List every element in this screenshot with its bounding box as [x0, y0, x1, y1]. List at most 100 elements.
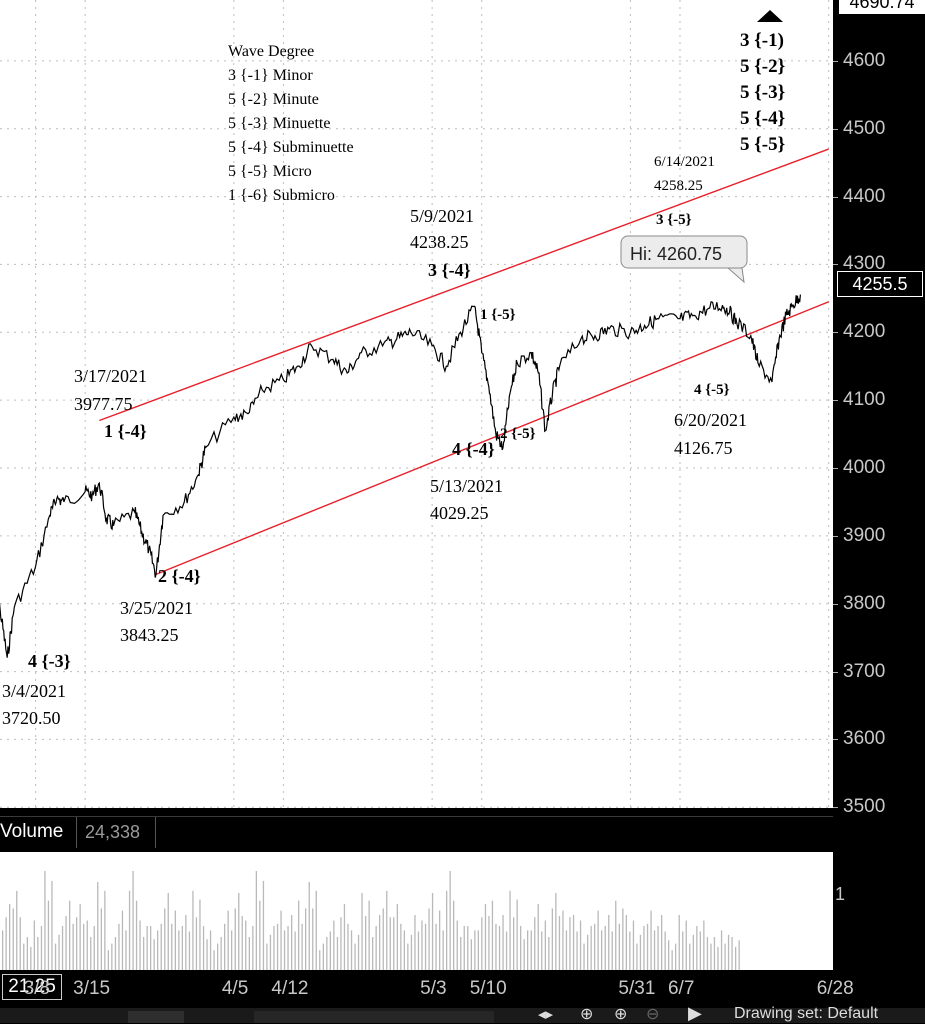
volume-bar	[368, 900, 370, 970]
volume-bar	[157, 930, 159, 970]
annotation-date: 6/20/2021	[674, 410, 747, 430]
volume-bar	[562, 910, 564, 970]
price-line	[0, 294, 801, 658]
volume-bar	[587, 934, 589, 970]
annotation-value: 4029.25	[430, 503, 489, 523]
volume-bar	[727, 934, 730, 970]
high-price-label: Hi: 4260.75	[630, 244, 722, 264]
stack-label: 5 {-3}	[740, 82, 785, 103]
price-tick-label: 3900	[843, 524, 886, 546]
annotation-value: 3843.25	[120, 625, 179, 645]
volume-bar	[572, 915, 575, 970]
volume-bar	[199, 899, 201, 970]
date-axis[interactable]	[0, 970, 833, 1008]
volume-bar	[2, 930, 4, 970]
volume-bar	[125, 930, 127, 970]
volume-bar	[76, 917, 78, 970]
volume-label: Volume	[0, 821, 64, 842]
volume-bar	[439, 910, 441, 970]
volume-bar	[294, 931, 296, 970]
volume-bar	[636, 943, 638, 970]
volume-bar	[90, 937, 92, 970]
zoom-in-icon[interactable]: ⊕	[614, 1006, 628, 1023]
volume-bar	[389, 917, 391, 970]
volume-bar	[69, 900, 71, 970]
volume-bar	[414, 915, 416, 970]
volume-bar	[625, 915, 627, 970]
volume-header: Volume 24,338	[0, 816, 833, 849]
bottom-toolbar: ◂▸ ⊕ ⊕ ⊖ ▶ Drawing set: Default	[0, 1003, 925, 1023]
volume-bar	[336, 937, 339, 970]
volume-bar	[382, 908, 384, 970]
volume-bar	[259, 900, 261, 970]
wave-label: 2 {-4}	[158, 566, 201, 586]
wave-label: 1 {-4}	[104, 421, 147, 441]
wave-label: 4 {-3}	[28, 651, 71, 671]
volume-bar	[209, 930, 212, 970]
volume-bar	[171, 923, 173, 970]
volume-bar	[428, 908, 430, 970]
volume-bar	[724, 943, 726, 970]
volume-bar	[220, 937, 222, 970]
volume-bar	[65, 916, 67, 970]
volume-bar	[234, 908, 236, 970]
crosshair-icon[interactable]: ⊕	[580, 1006, 594, 1023]
date-tick-label: 5/10	[469, 978, 507, 999]
drawing-set-label[interactable]: Drawing set: Default	[734, 1005, 879, 1022]
volume-bar	[618, 923, 620, 970]
volume-bar	[632, 920, 635, 970]
volume-bar	[305, 908, 307, 970]
volume-bar	[350, 930, 353, 970]
volume-bar	[273, 926, 275, 970]
volume-bar	[470, 939, 472, 970]
volume-bar	[710, 943, 712, 970]
volume-bar	[653, 930, 656, 970]
stack-label: 5 {-2}	[740, 56, 785, 77]
zoom-out-icon[interactable]: ⊖	[646, 1006, 660, 1023]
stack-label: 3 {-1)	[740, 30, 784, 51]
annotation-date: 5/9/2021	[410, 206, 474, 226]
legend-item: 5 {-4} Subminuette	[228, 139, 354, 156]
volume-bar	[23, 943, 25, 970]
legend-item: 5 {-5} Micro	[228, 163, 312, 180]
volume-bar	[601, 930, 603, 970]
volume-bar	[534, 917, 536, 970]
pan-icon[interactable]: ◂▸	[538, 1006, 554, 1023]
price-chart[interactable]: Wave Degree 3 {-1} Minor 5 {-2} Minute 5…	[0, 0, 833, 808]
volume-chart[interactable]	[0, 852, 833, 970]
scroll-thumb[interactable]	[128, 1011, 184, 1023]
annotation-value: 3977.75	[74, 394, 133, 414]
wave-label: 4 {-4}	[452, 439, 495, 459]
price-tick-mark	[833, 400, 838, 402]
price-axis[interactable]: 4690.74 4600 4500 4400 4300 4200 4100 4000 3900…	[833, 0, 925, 960]
price-tick-label: 4000	[843, 457, 886, 478]
volume-bar	[298, 900, 300, 970]
volume-bar	[520, 926, 522, 970]
date-tick-label: 4/12	[271, 978, 309, 999]
date-tick-label: 5/31	[618, 978, 656, 999]
wave-label: 2 {-5}	[500, 426, 536, 442]
play-icon[interactable]: ▶	[688, 1003, 702, 1023]
volume-bar	[12, 908, 14, 970]
volume-bar	[291, 915, 293, 970]
annotation-date: 6/14/2021	[654, 154, 715, 170]
volume-chart-svg	[2, 871, 740, 970]
volume-bar	[615, 900, 617, 970]
price-series	[0, 294, 801, 658]
volume-bar	[333, 920, 335, 970]
volume-bar	[153, 939, 155, 970]
volume-bar	[446, 890, 448, 970]
volume-bar	[386, 890, 388, 970]
volume-bar	[449, 871, 451, 970]
volume-bar	[671, 950, 673, 970]
volume-bar	[431, 893, 434, 970]
volume-bar	[79, 904, 81, 970]
volume-bar	[569, 917, 571, 970]
volume-bar	[703, 920, 705, 970]
current-price-box: 4255.5	[837, 271, 923, 297]
scrollbar-track[interactable]	[254, 1011, 494, 1023]
price-tick-mark	[833, 671, 838, 673]
price-chart-svg: Wave Degree 3 {-1} Minor 5 {-2} Minute 5…	[0, 0, 833, 808]
volume-bar	[146, 926, 148, 970]
volume-bar	[301, 923, 303, 970]
